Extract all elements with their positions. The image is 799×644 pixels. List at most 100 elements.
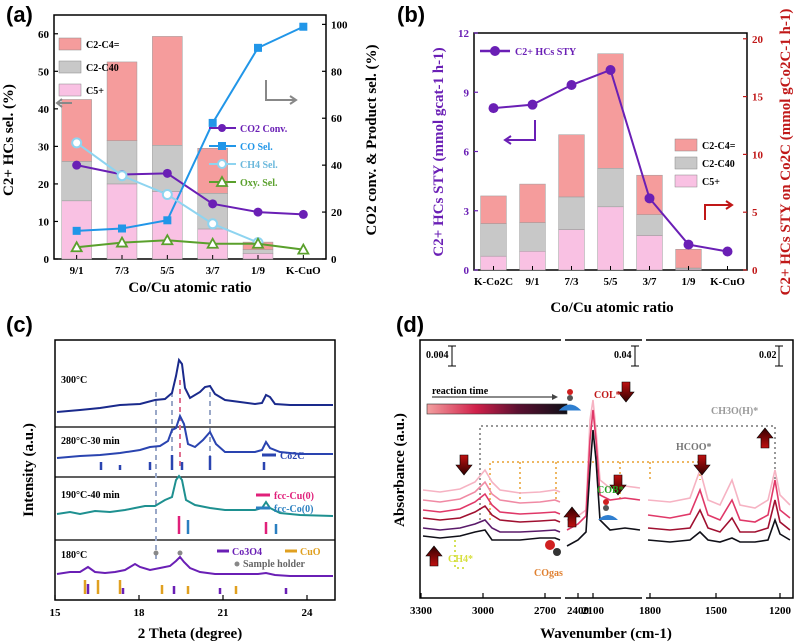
panel-b-bar-legend: C2-C4= C2-C40 C5+	[674, 138, 736, 188]
panel-c-frame	[54, 339, 336, 601]
xrd-trace-190c	[56, 474, 334, 517]
y-tick-label: 40	[38, 104, 50, 116]
panel-c-label: (c)	[6, 312, 33, 337]
ref-label-co3o4: Co3O4	[232, 547, 262, 558]
x-tick-label: 7/3	[564, 276, 579, 288]
x-tick-label: K-CuO	[710, 276, 745, 288]
y-tick-label: 9	[464, 87, 470, 99]
panel-d-label: (d)	[396, 312, 424, 337]
annotation-hcoo: HCOO*	[676, 442, 712, 453]
annotation-ch3oh: CH3O(H)*	[711, 406, 758, 417]
point-oxysel	[160, 233, 174, 246]
point-oxysel	[70, 240, 84, 253]
x-tick-label: 2400	[567, 605, 590, 617]
y2-tick-label: 10	[752, 149, 764, 161]
bar-c2c4	[519, 183, 546, 223]
x-tick-label: 5/5	[603, 276, 618, 288]
panel-b-right-arrow-icon	[704, 200, 734, 220]
panel-c: (c)	[6, 312, 336, 642]
panel-b-label: (b)	[397, 2, 425, 27]
legend-c2-sty: C2+ HCs STY	[515, 47, 577, 58]
point-c2hcssty	[527, 99, 538, 110]
bar-c2c4	[152, 36, 183, 146]
x-tick-label: 1200	[769, 605, 792, 617]
x-tick-label: 7/3	[115, 265, 130, 277]
bar-c2c40	[636, 214, 663, 236]
right-axis-arrow-icon	[265, 80, 298, 105]
bar-c5	[558, 229, 585, 271]
point-oxysel	[296, 242, 310, 255]
bar-c2c40	[519, 222, 546, 252]
x-tick-label: 3/7	[206, 265, 221, 277]
y2-tick-label: 40	[331, 160, 343, 172]
y-tick-label: 0	[44, 254, 50, 266]
x-tick-label: 3/7	[642, 276, 657, 288]
scale-bar-1: 0.004	[426, 350, 449, 361]
x-tick-label: 24	[302, 607, 314, 619]
y2-tick-label: 60	[331, 113, 343, 125]
legend-b-c2c4-olefin: C2-C4=	[702, 141, 736, 152]
y-tick-label: 0	[464, 265, 470, 277]
y2-tick-label: 20	[752, 34, 764, 46]
x-tick-label: K-Co2C	[474, 276, 513, 288]
y-tick-label: 30	[38, 141, 50, 153]
annotation-ch4: CH4*	[448, 554, 473, 565]
y2-tick-label: 0	[331, 254, 337, 266]
point-c2hcssty	[683, 239, 694, 250]
bar-c5	[152, 191, 183, 260]
y2-tick-label: 20	[331, 207, 343, 219]
x-tick-label: 1500	[705, 605, 728, 617]
x-tick-label: 9/1	[525, 276, 539, 288]
scale-bar-2: 0.04	[614, 350, 632, 361]
legend-swatch-c2c4-olefin	[58, 37, 82, 51]
y2-tick-label: 15	[752, 92, 764, 104]
legend-ch4-sel: CH4 Sel.	[240, 160, 278, 171]
legend-c5: C5+	[86, 86, 104, 97]
panel-b-xlabel: Co/Cu atomic ratio	[550, 300, 673, 316]
panel-d: (d) reaction time 0.004 0.04 0.02	[392, 312, 794, 642]
ir-spectra-right	[647, 467, 791, 543]
ref-label-co2c: Co2C	[280, 451, 304, 462]
ref-label-fcc-cu: fcc-Cu(0)	[274, 491, 314, 502]
point-ch4sel	[207, 218, 219, 230]
panel-d-xlabel: Wavenumber (cm-1)	[540, 626, 672, 642]
bar-c2c4	[61, 99, 92, 162]
xrd-label-190c: 190°C-40 min	[61, 490, 120, 501]
left-axis-arrow-icon	[55, 98, 72, 108]
x-tick-label: 5/5	[160, 265, 175, 277]
y-tick-label: 3	[464, 206, 470, 218]
panel-b-ylabel: C2+ HCs STY (mmol gcat-1 h-1)	[431, 47, 447, 256]
bar-c2c40	[597, 168, 624, 208]
ir-spectra-left	[422, 468, 561, 541]
bar-c2c40	[480, 223, 507, 257]
point-c2hcssty	[722, 246, 733, 257]
point-oxysel	[251, 236, 265, 249]
bar-c2c4	[106, 61, 138, 142]
adsorbate-icons	[545, 389, 618, 556]
ir-spectra-middle	[566, 399, 641, 547]
point-oxysel	[115, 235, 129, 248]
point-co2conv	[162, 168, 172, 178]
reaction-time-colorbar	[426, 403, 568, 415]
y-tick-label: 12	[458, 28, 470, 40]
reaction-time-label: reaction time	[432, 386, 489, 397]
y2-tick-label: 80	[331, 66, 343, 78]
panel-d-trend-arrows	[425, 381, 774, 567]
bar-c2c4	[480, 195, 507, 224]
panel-a-xlabel: Co/Cu atomic ratio	[128, 280, 251, 296]
x-tick-label: K-CuO	[286, 265, 321, 277]
y2-tick-label: 0	[752, 265, 758, 277]
panel-a-frame	[53, 14, 327, 260]
sample-holder-dot	[153, 550, 159, 556]
panel-a: (a) 0 10 20 30 40 50 60 0 20 40 60 80 100 9/1 7/3 5/5…	[1, 2, 380, 296]
line-oxysel	[76, 239, 304, 251]
point-c2hcssty	[566, 80, 577, 91]
xrd-label-280c: 280°C-30 min	[61, 436, 120, 447]
point-cosel	[72, 226, 81, 235]
x-tick-label: 2700	[534, 605, 557, 617]
panel-d-ylabel: Absorbance (a.u.)	[392, 413, 408, 527]
annotation-cogas: COgas	[534, 568, 563, 579]
point-ch4sel	[161, 188, 173, 200]
annotation-col: COL*	[594, 390, 621, 401]
panel-a-label: (a)	[6, 2, 33, 27]
